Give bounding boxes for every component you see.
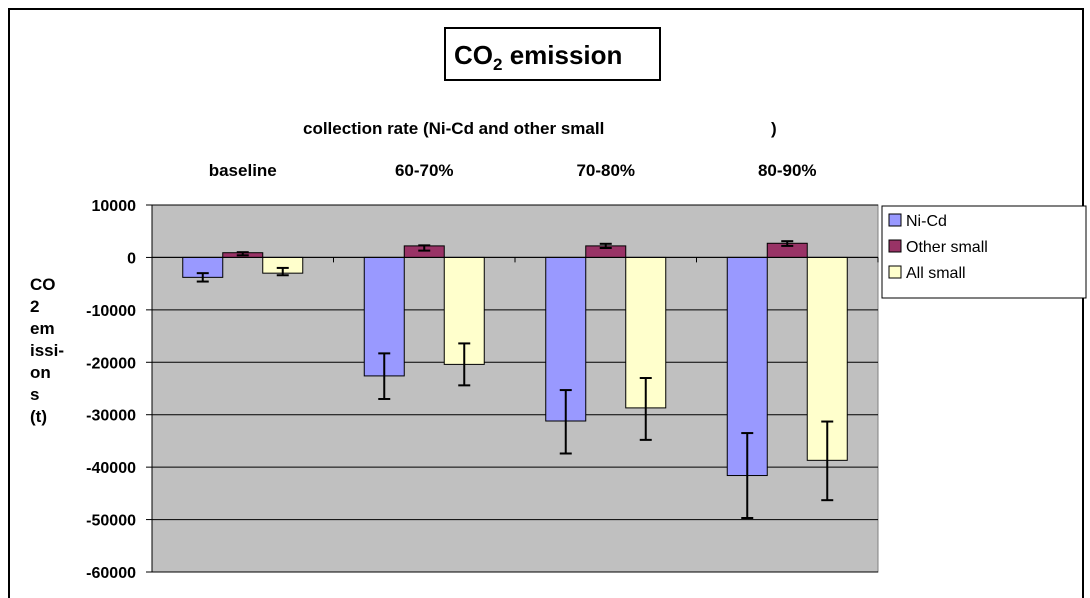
y-tick-label: -40000	[86, 460, 136, 477]
x-axis-title: collection rate (Ni-Cd and other small	[303, 119, 604, 138]
y-axis-title-line: s	[30, 385, 39, 404]
y-tick-label: -50000	[86, 513, 136, 530]
y-tick-label: 10000	[92, 198, 137, 215]
category-label: 60-70%	[395, 161, 454, 180]
legend: Ni-Cd Other small All small	[881, 205, 1087, 299]
legend-swatch	[888, 239, 902, 253]
legend-label: Other small	[906, 239, 988, 256]
legend-label: Ni-Cd	[906, 213, 947, 230]
chart-title-rest: emission	[502, 40, 622, 70]
chart-frame	[8, 8, 1084, 598]
category-label: 70-80%	[576, 161, 635, 180]
y-tick-label: -60000	[86, 565, 136, 582]
chart-title-subscript: 2	[493, 55, 502, 74]
category-label: baseline	[209, 161, 277, 180]
category-label: 80-90%	[758, 161, 817, 180]
y-axis-title-line: 2	[30, 297, 39, 316]
legend-label: All small	[906, 265, 966, 282]
y-tick-label: -30000	[86, 408, 136, 425]
legend-swatch	[888, 213, 902, 227]
legend-box	[881, 205, 1087, 299]
y-tick-label: -20000	[86, 355, 136, 372]
y-axis-title-line: CO	[30, 275, 56, 294]
y-axis-title-line: (t)	[30, 407, 47, 426]
x-axis-title-paren: )	[771, 119, 777, 138]
chart-title-box	[444, 27, 661, 81]
y-axis-title-line: issi-	[30, 341, 64, 360]
y-axis-title-line: on	[30, 363, 51, 382]
chart-title: CO2 emission	[454, 40, 622, 74]
legend-swatch	[888, 265, 902, 279]
plot-area-group: 10000 0 -10000 -20000 -30000 -40000 -50000 -600…	[30, 161, 879, 582]
y-tick-label: 0	[127, 250, 136, 267]
y-tick-label: -10000	[86, 303, 136, 320]
y-axis-title-line: em	[30, 319, 55, 338]
